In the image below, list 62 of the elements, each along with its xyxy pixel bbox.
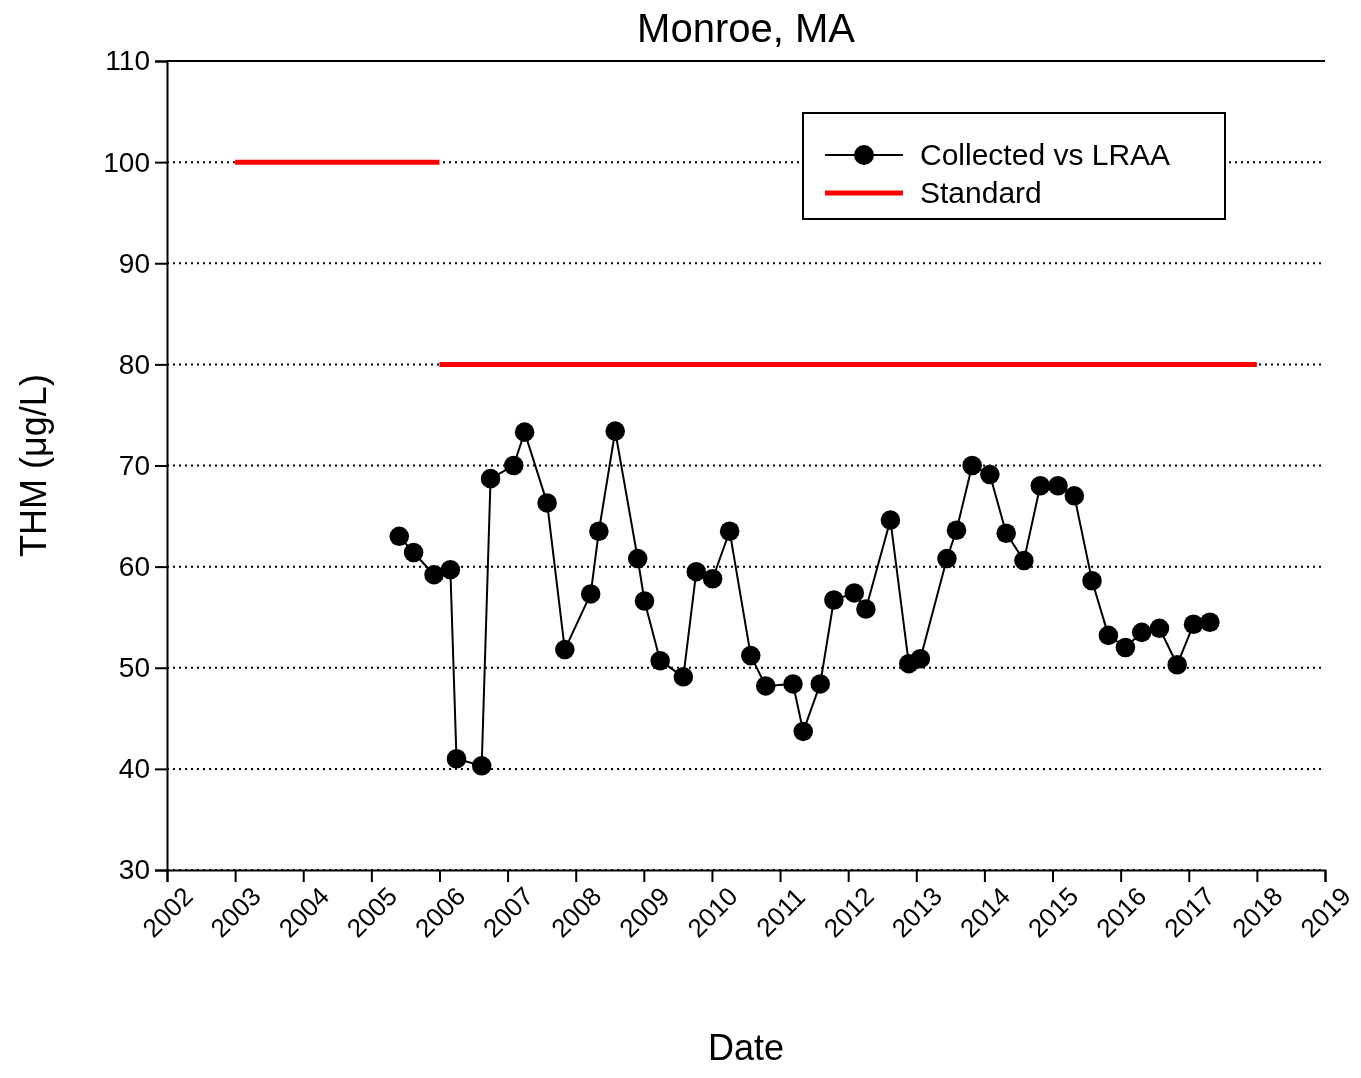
point xyxy=(537,493,557,513)
point xyxy=(719,521,740,541)
point xyxy=(783,674,803,694)
point xyxy=(1149,618,1170,639)
point xyxy=(741,645,761,666)
point xyxy=(514,422,535,442)
point xyxy=(650,650,670,671)
point xyxy=(686,561,707,582)
chart-title: Monroe, MA xyxy=(637,6,856,50)
point xyxy=(627,548,648,569)
point xyxy=(424,564,444,585)
point xyxy=(1064,486,1085,506)
point xyxy=(403,542,424,563)
y-tick-label: 80 xyxy=(118,348,150,380)
y-tick-label: 60 xyxy=(118,551,150,583)
x-axis-title: Date xyxy=(707,1027,785,1068)
point xyxy=(996,523,1016,544)
y-tick-label: 70 xyxy=(118,449,150,481)
y-tick-label: 50 xyxy=(118,652,150,684)
legend-label: Collected vs LRAA xyxy=(920,138,1171,171)
point xyxy=(910,648,931,669)
point xyxy=(389,526,410,547)
y-tick-label: 110 xyxy=(105,45,150,77)
point xyxy=(580,584,601,604)
point xyxy=(856,599,876,619)
point xyxy=(1115,637,1136,658)
point xyxy=(634,591,655,611)
point xyxy=(1167,654,1187,675)
point xyxy=(810,674,831,694)
y-tick-label: 100 xyxy=(103,146,150,178)
point xyxy=(440,559,461,580)
point xyxy=(980,464,1000,485)
point xyxy=(446,749,467,769)
point xyxy=(1200,612,1220,632)
point xyxy=(589,521,609,541)
point xyxy=(880,510,901,530)
y-tick-label: 40 xyxy=(118,753,150,785)
point xyxy=(844,583,865,603)
point xyxy=(1030,475,1051,496)
point xyxy=(471,756,492,776)
point xyxy=(673,667,694,687)
point xyxy=(755,676,776,696)
point xyxy=(1014,550,1034,571)
point xyxy=(702,569,723,589)
point xyxy=(1183,614,1204,635)
legend-label: Standard xyxy=(920,176,1042,209)
point xyxy=(1048,475,1068,496)
point xyxy=(1131,622,1152,643)
point xyxy=(824,590,844,610)
y-tick-label: 30 xyxy=(118,854,150,886)
point xyxy=(962,455,982,476)
point xyxy=(793,721,813,742)
point xyxy=(1082,571,1102,591)
point xyxy=(937,548,957,569)
y-tick-label: 90 xyxy=(118,247,150,279)
point xyxy=(480,468,501,489)
point xyxy=(503,455,524,476)
y-axis-title: THM (μg/L) xyxy=(13,374,54,557)
point xyxy=(946,520,967,540)
point xyxy=(1098,625,1119,646)
point xyxy=(605,421,625,441)
point xyxy=(555,639,575,660)
